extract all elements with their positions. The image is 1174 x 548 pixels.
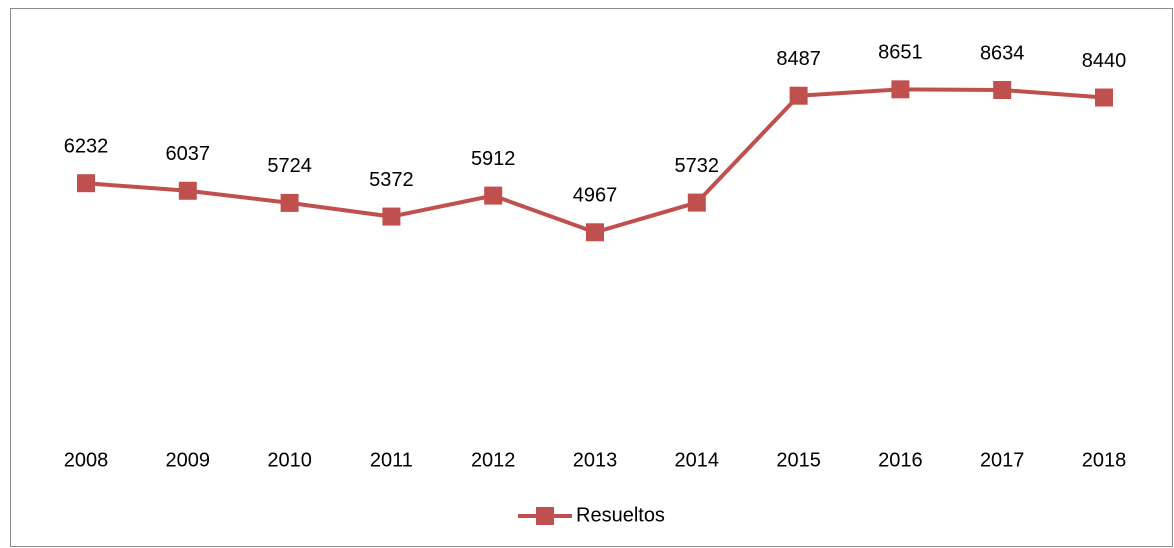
- data-marker: [178, 181, 197, 200]
- data-marker: [484, 186, 503, 205]
- legend-label: Resueltos: [576, 504, 665, 526]
- x-tick-label: 2016: [878, 449, 923, 471]
- x-tick-label: 2017: [980, 449, 1025, 471]
- data-marker: [586, 223, 604, 242]
- x-tick-label: 2014: [675, 449, 720, 471]
- data-label: 4967: [573, 185, 618, 207]
- data-marker: [280, 193, 299, 212]
- x-tick-label: 2015: [776, 449, 821, 471]
- data-label: 6232: [64, 135, 109, 157]
- data-label: 5912: [471, 148, 516, 170]
- data-label: 8634: [980, 42, 1025, 64]
- chart-frame: [10, 8, 1173, 547]
- x-tick-label: 2018: [1082, 449, 1127, 471]
- data-label: 5724: [267, 155, 312, 177]
- x-tick-label: 2013: [573, 449, 618, 471]
- data-label: 6037: [166, 143, 211, 165]
- data-marker: [789, 86, 808, 105]
- x-tick-label: 2009: [166, 449, 211, 471]
- data-marker: [1095, 88, 1113, 107]
- data-label: 8440: [1082, 50, 1127, 72]
- x-tick-label: 2012: [471, 449, 516, 471]
- x-tick-label: 2008: [64, 449, 109, 471]
- legend-marker: [536, 507, 554, 525]
- x-tick-label: 2011: [370, 449, 413, 471]
- data-label: 8651: [878, 42, 923, 64]
- data-marker: [687, 193, 706, 212]
- data-marker: [993, 81, 1012, 100]
- data-marker: [382, 207, 401, 226]
- data-marker: [891, 80, 910, 99]
- data-marker: [77, 174, 95, 193]
- data-label: 8487: [776, 48, 821, 70]
- data-label: 5372: [369, 169, 414, 191]
- x-tick-label: 2010: [267, 449, 312, 471]
- data-label: 5732: [675, 155, 720, 177]
